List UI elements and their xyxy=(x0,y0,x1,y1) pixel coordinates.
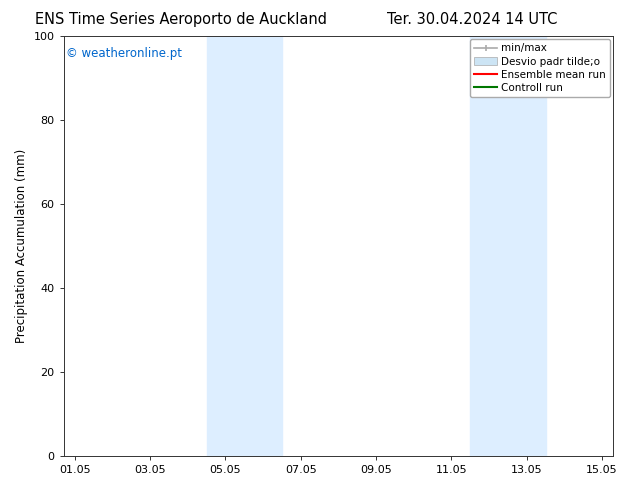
Legend: min/max, Desvio padr tilde;o, Ensemble mean run, Controll run: min/max, Desvio padr tilde;o, Ensemble m… xyxy=(470,39,610,97)
Text: ENS Time Series Aeroporto de Auckland: ENS Time Series Aeroporto de Auckland xyxy=(35,12,327,27)
Y-axis label: Precipitation Accumulation (mm): Precipitation Accumulation (mm) xyxy=(15,149,28,343)
Text: Ter. 30.04.2024 14 UTC: Ter. 30.04.2024 14 UTC xyxy=(387,12,557,27)
Bar xyxy=(207,36,282,456)
Text: © weatheronline.pt: © weatheronline.pt xyxy=(67,47,183,60)
Bar xyxy=(470,36,545,456)
